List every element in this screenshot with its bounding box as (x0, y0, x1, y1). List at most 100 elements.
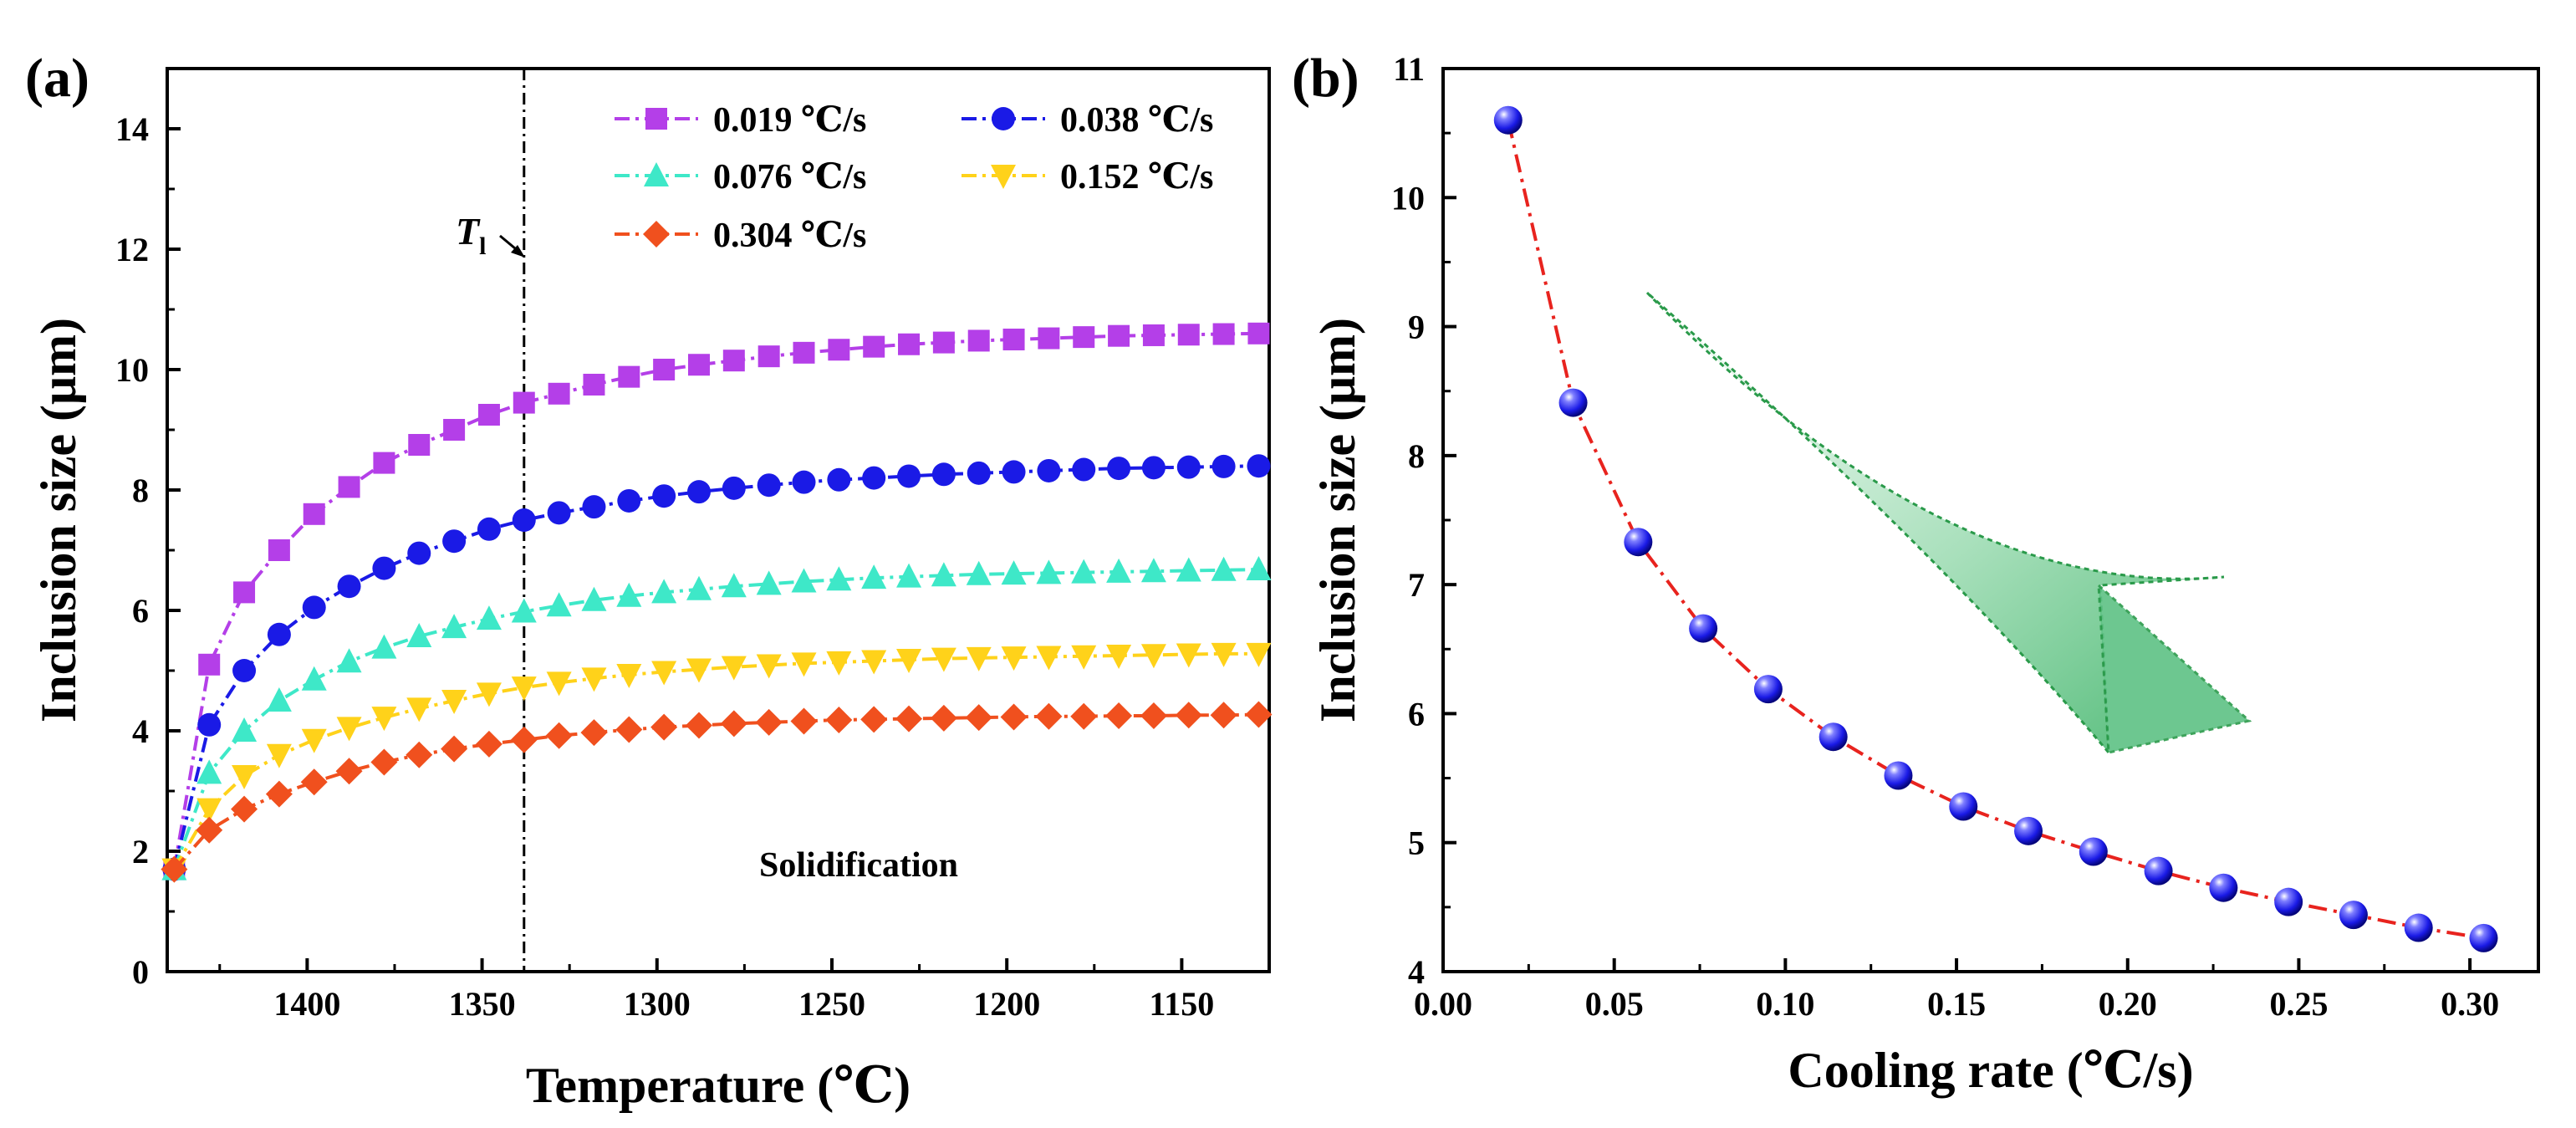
data-point (1176, 643, 1201, 668)
data-point (651, 661, 677, 686)
panel-a-frame (166, 67, 1271, 973)
data-point (442, 529, 467, 554)
data-point (476, 605, 502, 630)
legend-label: 0.152 ℃/s (1060, 158, 1213, 197)
data-point (196, 798, 222, 823)
y-tick-label: 6 (132, 592, 149, 630)
data-point (721, 656, 747, 681)
series-line-4 (172, 712, 1259, 870)
series-line (1506, 120, 2484, 940)
legend-label: 0.019 ℃/s (713, 101, 866, 140)
panel-a-x-axis-label: Temperature (℃) (526, 1058, 911, 1113)
data-point (513, 391, 535, 414)
data-point (685, 712, 712, 739)
data-point (408, 434, 431, 456)
data-point (686, 575, 712, 600)
data-point (1073, 326, 1095, 349)
y-tick-label: 4 (1408, 953, 1425, 991)
data-point (583, 374, 605, 396)
data-point (300, 768, 328, 796)
x-tick-label: 0.20 (2099, 985, 2157, 1023)
data-point (687, 354, 710, 376)
data-point (511, 676, 537, 702)
data-point (757, 345, 780, 368)
data-point (2469, 923, 2498, 952)
y-tick-label: 6 (1408, 695, 1425, 732)
data-point (582, 495, 606, 519)
data-point (1070, 702, 1098, 730)
data-point (338, 476, 360, 498)
data-point (1624, 528, 1653, 557)
data-point (930, 704, 957, 732)
data-point (1493, 105, 1523, 135)
y-tick-label: 11 (1393, 50, 1425, 88)
data-point (966, 560, 992, 585)
y-tick-label: 7 (1408, 566, 1425, 604)
data-point (828, 339, 850, 361)
data-point (233, 581, 256, 604)
x-tick-label: 0.05 (1585, 985, 1644, 1023)
x-tick-label: 1250 (798, 985, 865, 1023)
data-point (336, 648, 362, 673)
y-tick-label: 8 (1408, 437, 1425, 475)
data-point (1002, 329, 1025, 350)
trend-arrow (1645, 291, 2225, 757)
data-point (2339, 901, 2368, 930)
data-point (1211, 556, 1237, 581)
panel-b-label: (b) (1292, 48, 1359, 109)
data-point (1176, 455, 1201, 479)
legend-marker (645, 108, 667, 130)
data-point (546, 592, 572, 617)
data-point (266, 743, 292, 768)
data-point (618, 365, 640, 388)
data-point (1108, 324, 1130, 347)
panel-a-y-axis-label: Inclusion size (μm) (31, 318, 86, 722)
legend-marker (643, 221, 670, 248)
data-point (266, 687, 292, 712)
data-point (1071, 559, 1097, 584)
data-point (1689, 614, 1718, 643)
data-point (863, 335, 885, 358)
data-point (967, 461, 991, 485)
data-point (827, 467, 851, 492)
data-point (616, 582, 642, 607)
data-point (232, 717, 258, 742)
data-point (302, 595, 326, 620)
data-point (372, 556, 396, 580)
data-point (267, 622, 291, 646)
panel-a-legend: 0.019 ℃/s 0.038 ℃/s 0.076 ℃/s 0.152 ℃/s 0.30… (615, 101, 1213, 255)
data-point (1211, 454, 1236, 478)
data-point (755, 708, 783, 736)
data-point (757, 473, 781, 498)
y-tick-label: 8 (132, 472, 149, 509)
data-point (1001, 560, 1027, 585)
data-point (373, 452, 395, 474)
x-tick-label: 1400 (273, 985, 340, 1023)
data-point (653, 359, 676, 380)
panel-b-frame (1441, 67, 2540, 973)
tl-label-subscript: l (479, 232, 486, 260)
data-point (2209, 873, 2238, 902)
data-point (581, 586, 607, 611)
series-line-2 (172, 568, 1259, 870)
data-point (1140, 644, 1166, 669)
data-point (896, 563, 922, 588)
data-point (301, 728, 327, 753)
data-point (1107, 457, 1131, 481)
data-point (548, 382, 570, 405)
y-tick-label: 10 (1391, 179, 1425, 217)
data-point (652, 484, 676, 508)
data-point (265, 780, 293, 808)
data-point (1211, 642, 1237, 667)
data-point (721, 573, 747, 598)
y-tick-label: 4 (132, 712, 149, 750)
x-tick-label: 0.10 (1756, 985, 1814, 1023)
data-point (615, 716, 643, 743)
data-point (1176, 557, 1201, 582)
data-point (337, 574, 361, 599)
data-point (1071, 645, 1097, 670)
data-point (931, 647, 956, 672)
data-point (581, 667, 607, 692)
